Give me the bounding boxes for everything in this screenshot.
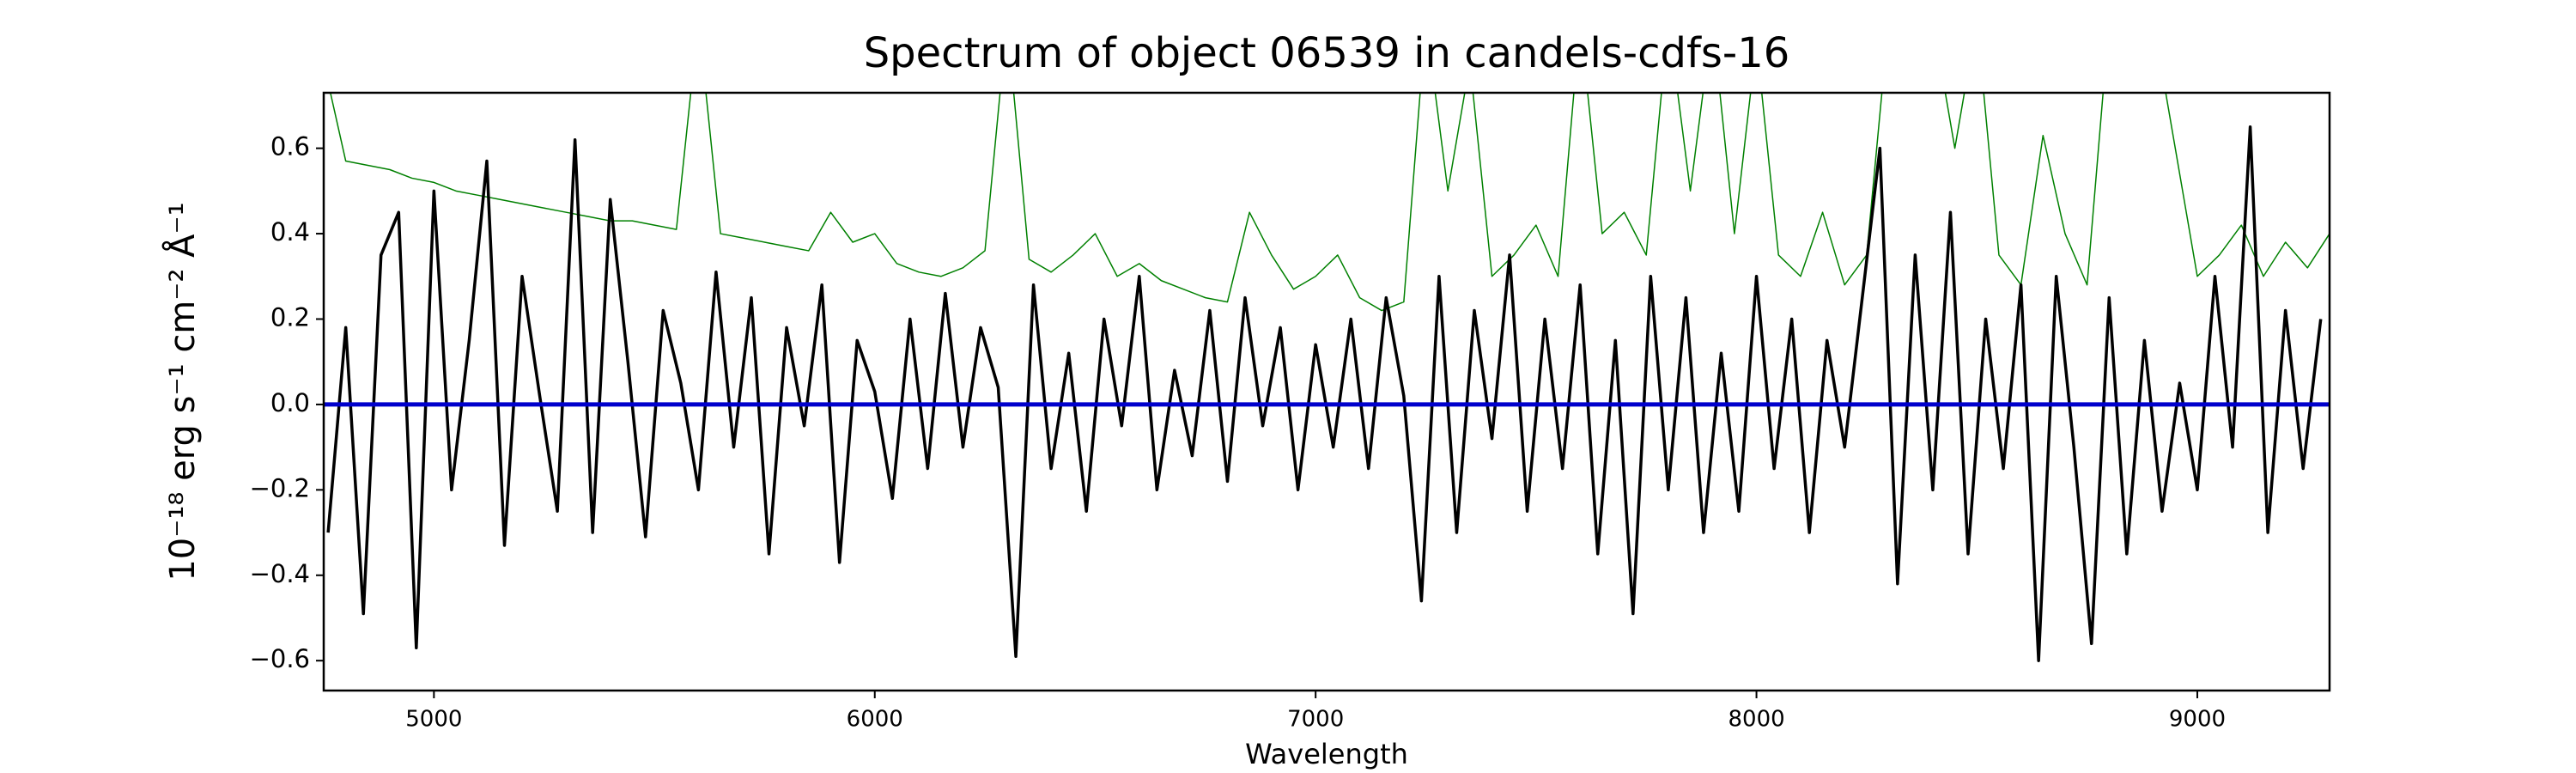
y-tick-label: 0.2 xyxy=(270,302,310,332)
x-axis-label: Wavelength xyxy=(1245,738,1408,770)
spectrum-line xyxy=(326,125,2323,662)
x-tick-label: 7000 xyxy=(1287,707,1344,733)
y-tick-label: 0.4 xyxy=(270,217,310,247)
y-tick-label: −0.4 xyxy=(250,559,310,588)
plot-area xyxy=(324,93,2330,662)
spectrum-line xyxy=(330,93,2330,312)
y-tick-label: −0.2 xyxy=(250,473,310,502)
x-tick-label: 5000 xyxy=(405,707,462,733)
y-axis-label: 10⁻¹⁸ erg s⁻¹ cm⁻² Å⁻¹ xyxy=(161,202,203,581)
axes-frame xyxy=(322,91,2331,692)
y-tick-label: 0.6 xyxy=(270,132,310,161)
y-tick-label: 0.0 xyxy=(270,388,310,417)
x-tick-label: 8000 xyxy=(1728,707,1784,733)
chart-title: Spectrum of object 06539 in candels-cdfs… xyxy=(864,29,1790,77)
y-tick-label: −0.6 xyxy=(250,644,310,673)
x-tick-label: 6000 xyxy=(847,707,903,733)
x-tick-label: 9000 xyxy=(2169,707,2226,733)
